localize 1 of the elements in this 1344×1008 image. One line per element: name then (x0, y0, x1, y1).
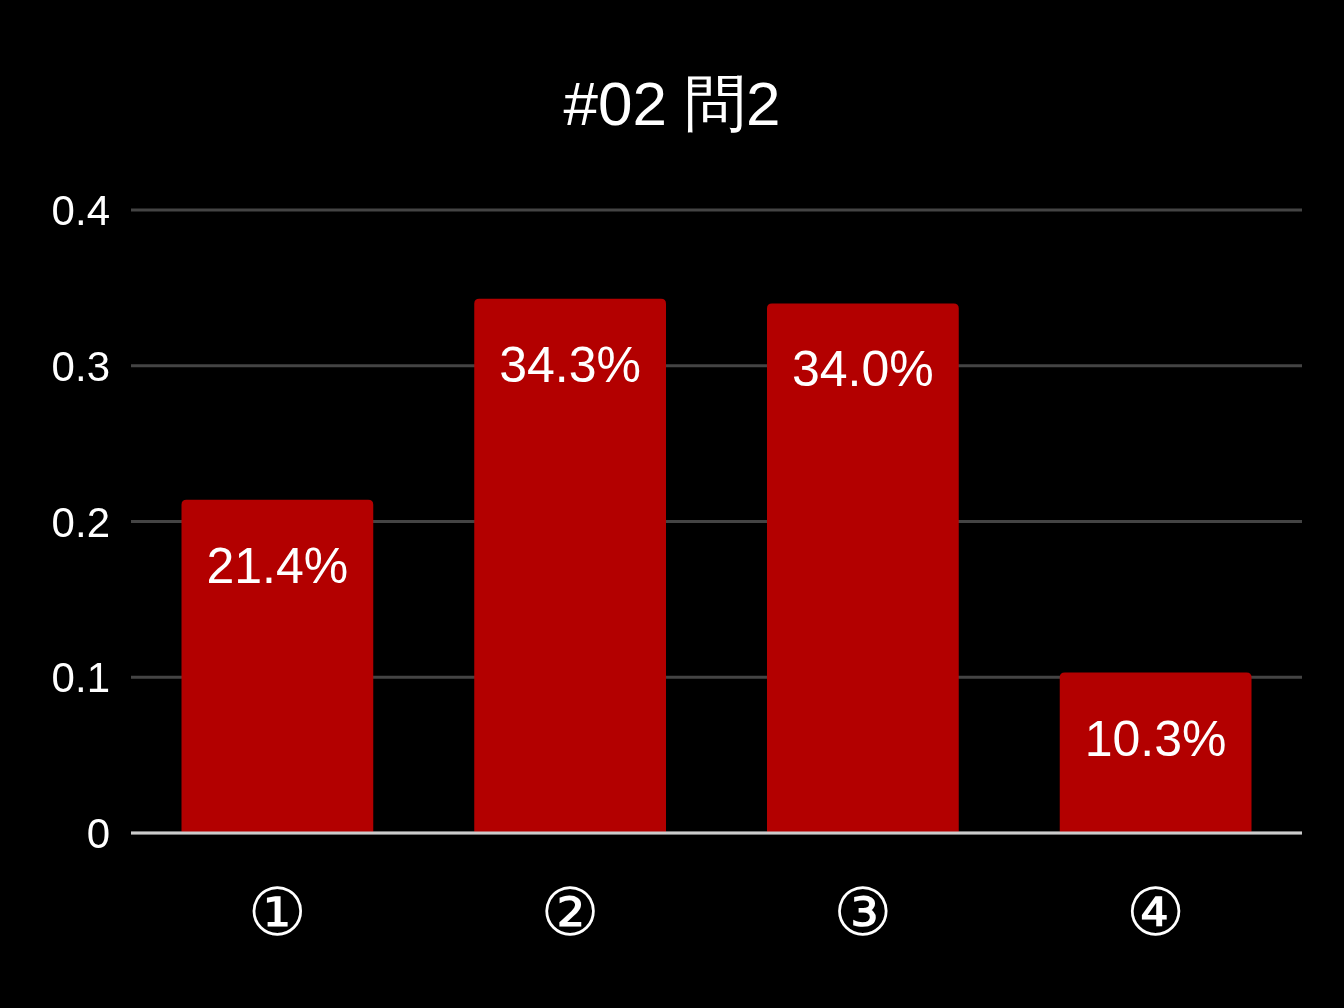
title: #02 問2 (563, 69, 781, 138)
